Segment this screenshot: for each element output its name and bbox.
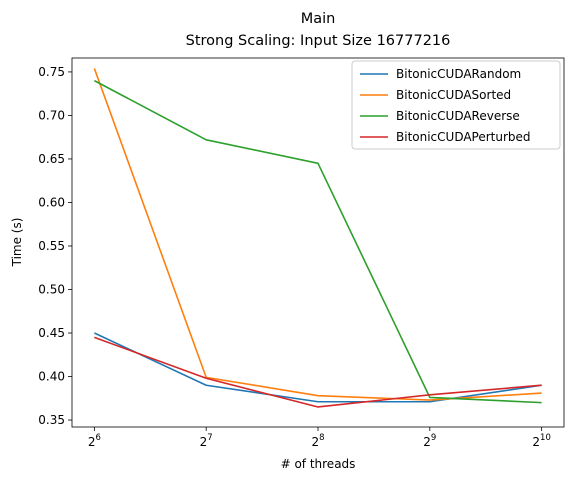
x-tick-label: 210 <box>532 433 550 449</box>
series-line-BitonicCUDAReverse <box>93 79 542 404</box>
y-tick-label: 0.40 <box>38 370 65 384</box>
y-axis-label: Time (s) <box>10 218 24 268</box>
legend-label: BitonicCUDARandom <box>396 67 521 81</box>
y-tick-label: 0.75 <box>38 65 65 79</box>
x-tick-label: 29 <box>423 433 436 449</box>
x-axis-label: # of threads <box>281 457 356 471</box>
chart-subtitle: Strong Scaling: Input Size 16777216 <box>186 33 451 49</box>
y-tick-label: 0.55 <box>38 239 65 253</box>
x-tick-exponent: 6 <box>95 433 100 443</box>
x-tick-exponent: 8 <box>319 433 324 443</box>
series-line-BitonicCUDAPerturbed <box>94 336 542 408</box>
chart-title: Main <box>301 11 336 27</box>
x-tick-label: 27 <box>200 433 213 449</box>
legend-label: BitonicCUDAReverse <box>396 109 520 123</box>
x-tick-label: 28 <box>311 433 324 449</box>
legend: BitonicCUDARandom BitonicCUDASorted Bitoni… <box>351 60 561 150</box>
legend-label: BitonicCUDAPerturbed <box>396 130 531 144</box>
x-tick-base: 2 <box>88 435 96 449</box>
x-tick-base: 2 <box>200 435 208 449</box>
y-tick-label: 0.50 <box>38 282 65 296</box>
y-tick-label: 0.35 <box>38 413 65 427</box>
series-line-BitonicCUDASorted <box>93 68 542 401</box>
y-tick-label: 0.45 <box>38 326 65 340</box>
legend-label: BitonicCUDASorted <box>396 88 511 102</box>
series-line-BitonicCUDARandom <box>94 332 542 403</box>
y-tick-label: 0.65 <box>38 152 65 166</box>
legend-box <box>351 60 561 150</box>
y-tick-label: 0.60 <box>38 195 65 209</box>
x-tick-exponent: 10 <box>540 433 551 443</box>
y-tick-label: 0.70 <box>38 108 65 122</box>
x-tick-label: 26 <box>88 433 101 449</box>
plot-lines <box>93 68 542 408</box>
x-tick-base: 2 <box>311 435 319 449</box>
x-tick-base: 2 <box>423 435 431 449</box>
x-tick-exponent: 7 <box>207 433 212 443</box>
x-tick-base: 2 <box>532 435 540 449</box>
x-tick-exponent: 9 <box>431 433 436 443</box>
y-axis-ticks: 0.35 0.40 0.45 0.50 0.55 0.60 0.65 0.70 0.75 <box>38 65 72 427</box>
x-axis-ticks: 26 27 28 29 210 <box>88 427 551 449</box>
